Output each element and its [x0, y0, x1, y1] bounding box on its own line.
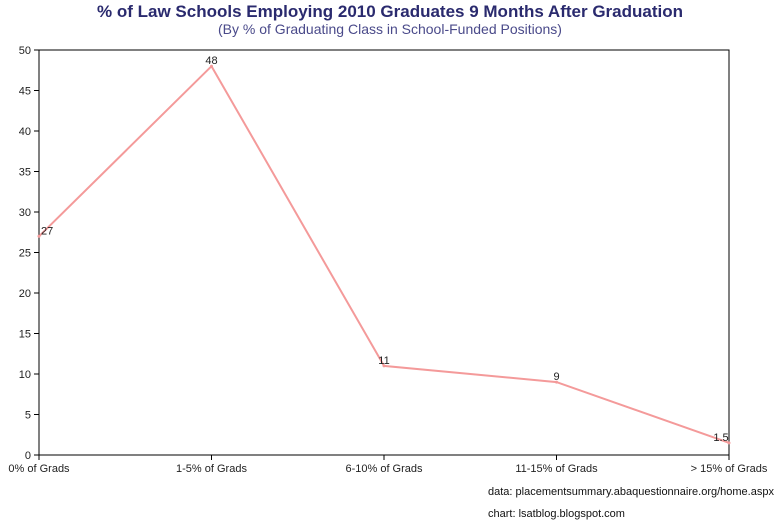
- chart-title: % of Law Schools Employing 2010 Graduate…: [97, 2, 683, 21]
- chart-subtitle: (By % of Graduating Class in School-Fund…: [218, 21, 562, 37]
- chart-credit-note: chart: lsatblog.blogspot.com: [488, 508, 625, 520]
- data-label: 9: [553, 371, 559, 383]
- y-tick-label: 45: [19, 86, 31, 98]
- data-label: 27: [41, 225, 53, 237]
- x-tick-label: 1-5% of Grads: [176, 463, 247, 475]
- y-tick-label: 25: [19, 248, 31, 260]
- series-line: [38, 64, 730, 444]
- data-label: 48: [205, 55, 217, 67]
- y-tick-label: 40: [19, 126, 31, 138]
- data-point: [727, 441, 731, 445]
- y-tick-label: 10: [19, 369, 31, 381]
- x-tick-label: 11-15% of Grads: [515, 463, 598, 475]
- x-tick-label: 6-10% of Grads: [345, 463, 423, 475]
- y-tick-label: 15: [19, 329, 31, 341]
- plot-frame: [38, 49, 730, 456]
- data-label: 1.5: [713, 432, 728, 444]
- y-tick-label: 5: [25, 410, 31, 422]
- y-tick-label: 0: [25, 450, 31, 462]
- data-point: [37, 234, 41, 238]
- y-tick-label: 20: [19, 288, 31, 300]
- y-tick-label: 30: [19, 207, 31, 219]
- x-tick-label: > 15% of Grads: [691, 463, 768, 475]
- data-point: [210, 64, 213, 68]
- data-source-note: data: placementsummary.abaquestionnaire.…: [488, 486, 774, 498]
- data-point: [555, 380, 558, 384]
- data-point: [382, 364, 386, 368]
- data-label: 11: [378, 355, 389, 367]
- y-tick-label: 50: [19, 45, 31, 57]
- x-tick-label: 0% of Grads: [8, 463, 70, 475]
- y-tick-label: 35: [19, 167, 31, 179]
